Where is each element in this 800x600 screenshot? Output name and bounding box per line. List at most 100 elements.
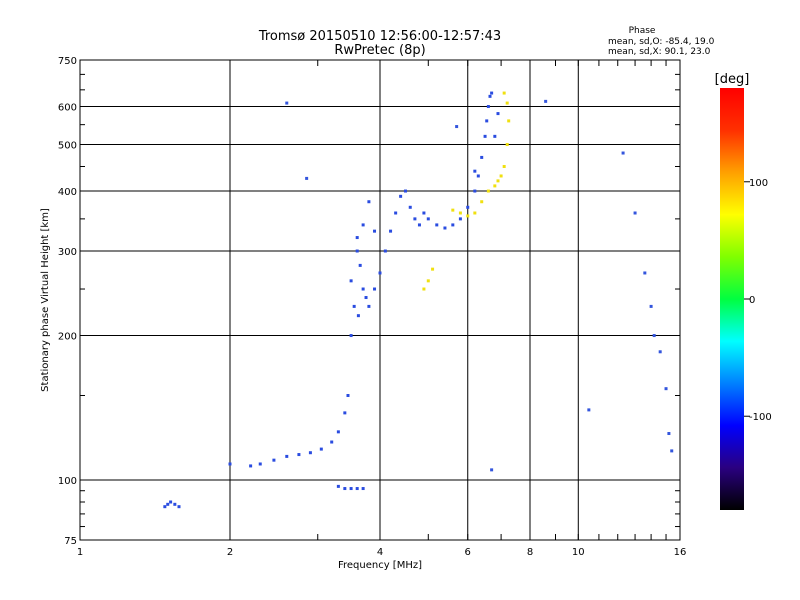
data-point-series-0 <box>483 134 487 138</box>
data-point-series-1 <box>505 101 509 105</box>
data-point-series-0 <box>488 94 492 98</box>
data-point-series-0 <box>399 194 403 198</box>
data-point-series-0 <box>361 487 365 491</box>
data-point-series-1 <box>493 184 497 188</box>
data-point-series-0 <box>367 200 371 204</box>
data-point-series-0 <box>364 296 368 300</box>
phase-stats-x: mean, sd,X: 90.1, 23.0 <box>608 47 711 57</box>
data-point-series-2 <box>305 176 309 180</box>
data-point-series-0 <box>355 236 359 240</box>
data-point-series-0 <box>485 119 489 123</box>
data-point-series-0 <box>451 223 455 227</box>
data-point-series-0 <box>373 287 377 291</box>
x-tick-label: 8 <box>527 547 533 558</box>
data-point-series-0 <box>319 447 323 451</box>
data-point-series-0 <box>228 462 232 466</box>
y-tick-label: 500 <box>58 141 77 152</box>
data-point-series-1 <box>431 267 435 271</box>
y-tick-label: 600 <box>58 103 77 114</box>
chart-title: Tromsø 20150510 12:56:00-12:57:43 <box>258 29 501 44</box>
data-point-series-0 <box>346 394 350 398</box>
data-point-series-2 <box>633 211 637 215</box>
data-point-series-0 <box>408 205 412 209</box>
data-point-series-0 <box>361 287 365 291</box>
data-point-series-0 <box>297 453 301 457</box>
data-point-series-0 <box>443 226 447 230</box>
data-point-series-1 <box>426 279 430 283</box>
data-point-series-0 <box>493 134 497 138</box>
data-point-series-0 <box>285 454 289 458</box>
data-point-series-2 <box>621 151 625 155</box>
chart-grid <box>80 60 680 540</box>
data-point-series-0 <box>458 217 462 221</box>
data-point-series-0 <box>496 112 500 116</box>
y-tick-label: 200 <box>58 332 77 343</box>
x-axis-label: Frequency [MHz] <box>338 560 422 571</box>
data-point-series-2 <box>285 101 289 105</box>
x-tick-label: 4 <box>377 547 383 558</box>
y-tick-label: 300 <box>58 247 77 258</box>
x-tick-label: 2 <box>227 547 233 558</box>
data-point-series-0 <box>349 279 353 283</box>
data-point-series-0 <box>355 249 359 253</box>
x-axis-ticks: 1 2 4 6 8 10 16 <box>77 60 687 558</box>
x-tick-label: 16 <box>674 547 687 558</box>
data-point-series-0 <box>403 189 407 193</box>
y-tick-label: 75 <box>64 536 77 547</box>
data-point-series-2 <box>658 350 662 354</box>
data-point-series-1 <box>480 200 484 204</box>
data-point-series-0 <box>435 223 439 227</box>
data-point-series-0 <box>355 487 359 491</box>
data-point-series-0 <box>336 430 340 434</box>
colorbar-tick-label: -100 <box>749 412 772 423</box>
data-point-series-0 <box>490 91 494 95</box>
data-point-series-0 <box>417 223 421 227</box>
data-point-series-1 <box>422 287 426 291</box>
y-tick-label: 100 <box>58 476 77 487</box>
chart-points <box>163 91 674 509</box>
data-point-series-0 <box>349 487 353 491</box>
colorbar-ticks: 100 0 -100 <box>744 178 772 423</box>
data-point-series-0 <box>336 484 340 488</box>
x-tick-label: 10 <box>572 547 585 558</box>
data-point-series-2 <box>649 304 653 308</box>
data-point-series-0 <box>330 440 334 444</box>
phase-stats-heading: Phase <box>629 26 656 36</box>
data-point-series-0 <box>349 334 353 338</box>
data-point-series-1 <box>451 208 455 212</box>
y-tick-label: 750 <box>58 56 77 67</box>
data-point-series-0 <box>378 271 382 275</box>
y-axis-ticks: 75 100 200 300 400 500 600 750 <box>58 56 680 547</box>
data-point-series-2 <box>587 408 591 412</box>
colorbar-label: [deg] <box>715 72 750 87</box>
data-point-series-1 <box>502 91 506 95</box>
data-point-series-0 <box>308 451 312 455</box>
data-point-series-0 <box>272 458 276 462</box>
data-point-series-0 <box>394 211 398 215</box>
data-point-series-1 <box>466 214 470 218</box>
phase-stats-o: mean, sd,O: -85.4, 19.0 <box>608 37 715 47</box>
data-point-series-2 <box>652 334 656 338</box>
data-point-series-0 <box>258 462 262 466</box>
y-tick-label: 400 <box>58 187 77 198</box>
data-point-series-2 <box>664 387 668 391</box>
data-point-series-0 <box>169 500 173 504</box>
data-point-series-0 <box>476 174 480 178</box>
x-tick-label: 6 <box>465 547 471 558</box>
data-point-series-0 <box>422 211 426 215</box>
data-point-series-2 <box>455 125 459 129</box>
data-point-series-2 <box>544 99 548 103</box>
data-point-series-1 <box>473 211 477 215</box>
data-point-series-0 <box>163 505 167 509</box>
chart-subtitle: RwPretec (8p) <box>334 43 425 58</box>
data-point-series-2 <box>490 468 494 472</box>
data-point-series-0 <box>177 505 181 509</box>
data-point-series-1 <box>486 189 490 193</box>
data-point-series-0 <box>166 502 170 506</box>
data-point-series-1 <box>507 119 511 123</box>
data-point-series-1 <box>505 143 509 147</box>
data-point-series-0 <box>389 229 393 233</box>
y-axis-label: Stationary phase Virtual Height [km] <box>40 208 51 392</box>
colorbar-tick-label: 0 <box>749 295 755 306</box>
data-point-series-0 <box>173 502 177 506</box>
